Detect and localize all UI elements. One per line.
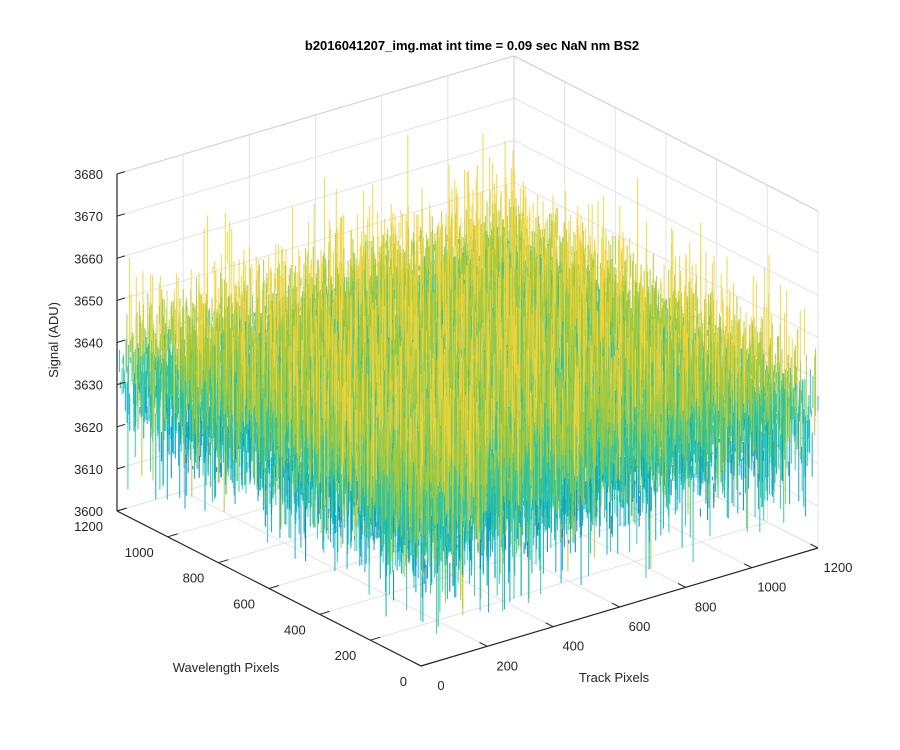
right-wall-gridline-z bbox=[513, 97, 819, 254]
box-edge bbox=[116, 55, 515, 175]
right-wall-gridline-z bbox=[513, 181, 819, 338]
box-edge bbox=[513, 55, 819, 212]
surface bbox=[116, 133, 819, 634]
back-wall-gridline-z bbox=[116, 97, 515, 217]
back-wall-gridline-z bbox=[116, 181, 515, 301]
back-wall-gridline-z bbox=[116, 139, 515, 259]
right-wall-gridline-z bbox=[513, 139, 819, 296]
